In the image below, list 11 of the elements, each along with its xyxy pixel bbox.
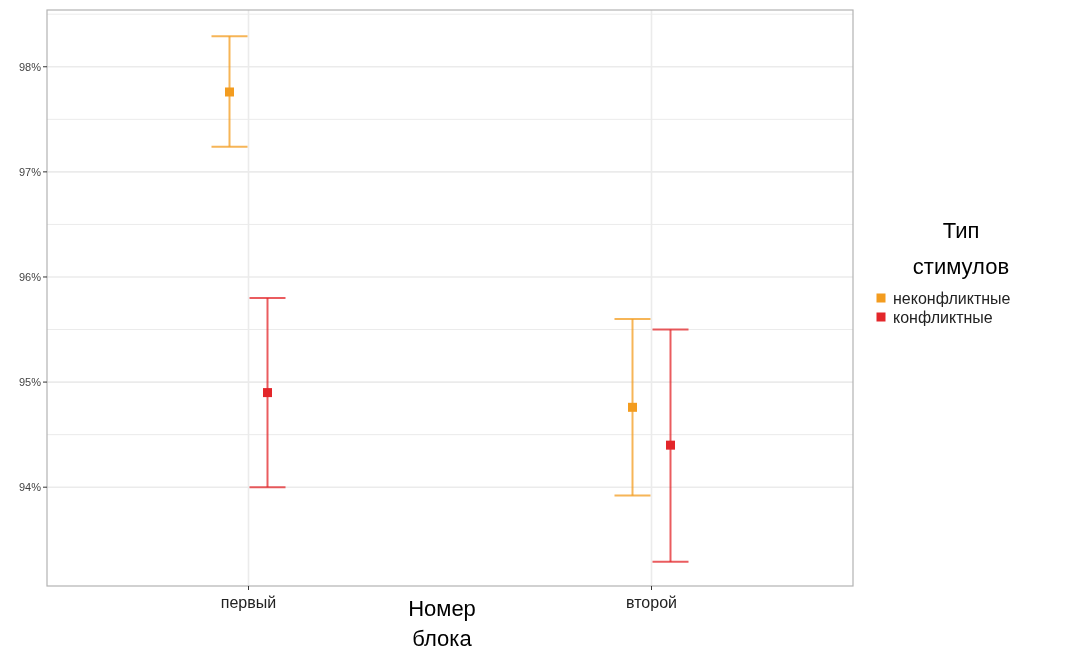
y-tick-label: 97% bbox=[18, 165, 42, 178]
y-tick-label: 98% bbox=[18, 60, 42, 73]
y-tick-label: 95% bbox=[18, 375, 42, 388]
legend-label: конфликтные bbox=[893, 308, 993, 326]
x-axis-title: Номер блока bbox=[408, 596, 476, 651]
legend-label: неконфликтные bbox=[893, 289, 1011, 307]
x-tick-label: второй bbox=[626, 594, 677, 611]
y-tick-label: 96% bbox=[18, 270, 42, 283]
x-tick-label: первый bbox=[220, 594, 277, 611]
y-tick-label: 94% bbox=[18, 481, 42, 494]
legend-title: Тип стимулов bbox=[912, 218, 1010, 279]
